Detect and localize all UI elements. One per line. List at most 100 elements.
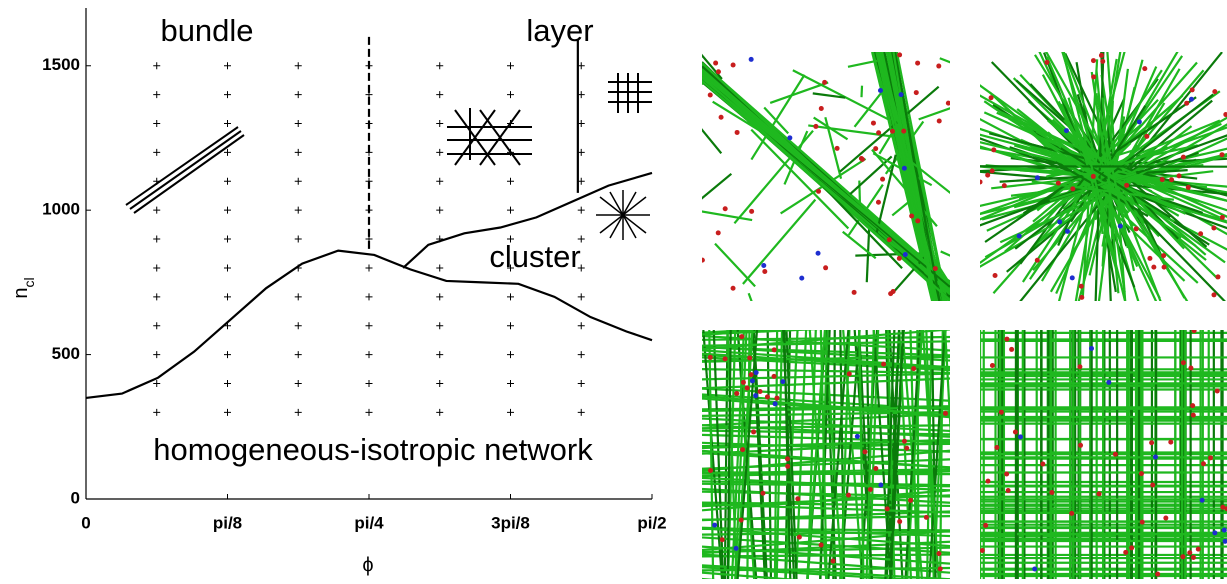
crosslink — [1163, 516, 1168, 521]
crosslink — [708, 93, 713, 98]
grid-icon — [608, 73, 652, 113]
crosslink — [983, 523, 988, 528]
crosslink — [1134, 226, 1139, 231]
crosslink — [938, 566, 943, 571]
crosslink — [1142, 66, 1147, 71]
x-tick-label: pi/2 — [637, 513, 666, 532]
sample-point — [224, 380, 231, 387]
crosslink — [1091, 58, 1096, 63]
crosslink — [785, 456, 790, 461]
crosslink — [986, 479, 991, 484]
crosslink — [862, 449, 867, 454]
crosslink — [1169, 177, 1174, 182]
crosslink — [897, 256, 902, 261]
sample-point — [153, 264, 160, 271]
sample-point — [578, 293, 585, 300]
crosslink — [1150, 482, 1155, 487]
crosslink — [813, 124, 818, 129]
crosslink — [823, 265, 828, 270]
crosslink — [1091, 74, 1096, 79]
crosslink — [978, 179, 983, 184]
crosslink — [1222, 528, 1227, 533]
sample-point — [507, 351, 514, 358]
crosslink — [1139, 471, 1144, 476]
crosslink — [999, 410, 1004, 415]
sample-point — [578, 380, 585, 387]
crosslink — [1153, 454, 1158, 459]
crosslink — [933, 266, 938, 271]
crosslink — [1099, 53, 1104, 58]
crosslink — [1040, 461, 1045, 466]
sample-point — [366, 351, 373, 358]
renders — [632, 0, 1227, 579]
render-panel — [929, 0, 1227, 356]
crosslink — [1124, 183, 1129, 188]
crosslink — [1211, 226, 1216, 231]
y-label-sub: cl — [21, 277, 37, 287]
crosslink — [1160, 177, 1165, 182]
crosslink — [1191, 555, 1196, 560]
crosslink — [914, 90, 919, 95]
sample-point — [224, 91, 231, 98]
crosslink — [1097, 491, 1102, 496]
crosslink — [749, 209, 754, 214]
crosslink — [1106, 380, 1111, 385]
crosslink — [719, 115, 724, 120]
sample-point — [578, 207, 585, 214]
sample-point — [224, 351, 231, 358]
crosslink — [749, 372, 754, 377]
crosslink — [1181, 360, 1186, 365]
y-tick-label: 1500 — [42, 55, 80, 74]
crosslink — [855, 434, 860, 439]
crosslink — [890, 129, 895, 134]
crosslink — [1118, 224, 1123, 229]
fiber — [958, 166, 1227, 167]
sample-point — [507, 409, 514, 416]
sample-point — [224, 409, 231, 416]
sample-point — [507, 178, 514, 185]
sample-point — [153, 207, 160, 214]
fiber — [862, 86, 863, 97]
crosslink — [1200, 498, 1205, 503]
crosslink — [871, 121, 876, 126]
sample-point — [507, 207, 514, 214]
crosslink — [1089, 346, 1094, 351]
crosslink — [1208, 455, 1213, 460]
sample-point — [578, 351, 585, 358]
crosslink — [908, 498, 913, 503]
region-label: cluster — [489, 239, 580, 274]
sample-point — [436, 351, 443, 358]
crosslink — [720, 537, 725, 542]
crosslink — [1187, 550, 1192, 555]
crosslink — [741, 380, 746, 385]
crosslink — [943, 411, 948, 416]
region-label: homogeneous-isotropic network — [153, 432, 593, 467]
sample-point — [295, 178, 302, 185]
crosslink — [1004, 337, 1009, 342]
crosslink — [1006, 488, 1011, 493]
sample-point — [578, 322, 585, 329]
sample-point — [295, 91, 302, 98]
crosslink — [888, 291, 893, 296]
crosslink — [873, 466, 878, 471]
crosslink — [1190, 403, 1195, 408]
crosslink — [723, 206, 728, 211]
crosslink — [868, 487, 873, 492]
sample-point — [224, 264, 231, 271]
sample-point — [436, 149, 443, 156]
x-label: ϕ — [362, 554, 373, 576]
crosslink — [740, 447, 745, 452]
x-tick-label: 0 — [81, 513, 90, 532]
sample-point — [366, 264, 373, 271]
sample-point — [295, 409, 302, 416]
crosslink — [993, 273, 998, 278]
crosslink — [991, 147, 996, 152]
sample-point — [436, 120, 443, 127]
crosslink — [816, 189, 821, 194]
crosslink — [1077, 364, 1082, 369]
sample-point — [507, 322, 514, 329]
sample-point — [224, 149, 231, 156]
crosslink — [1168, 440, 1173, 445]
crosslink — [915, 61, 920, 66]
crosslink — [772, 374, 777, 379]
